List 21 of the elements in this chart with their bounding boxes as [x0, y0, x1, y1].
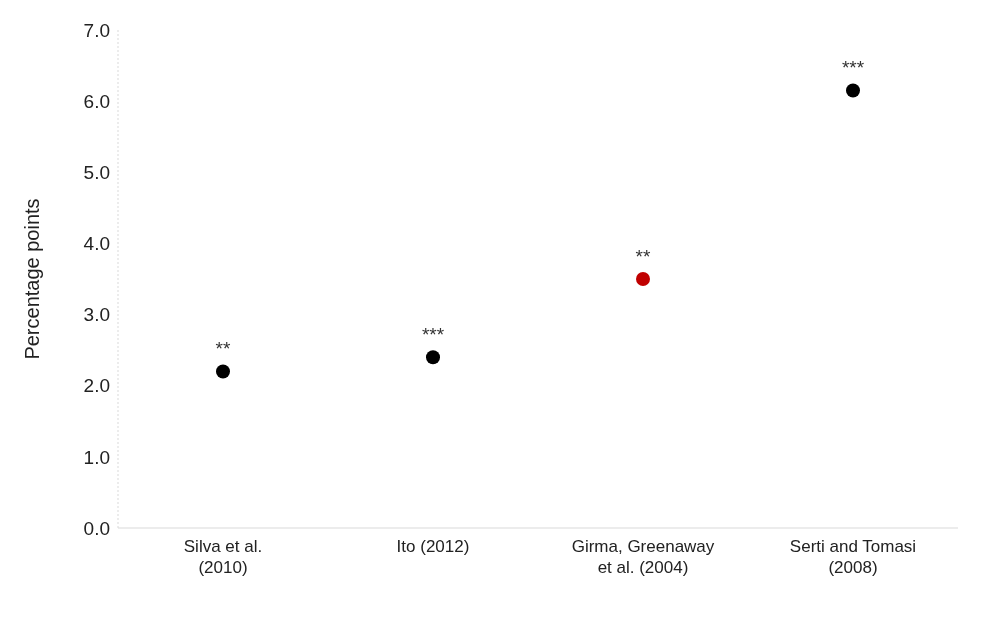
annotation: ** [635, 246, 651, 267]
point [846, 83, 860, 98]
point [426, 350, 440, 365]
y-tick-label: 3.0 [83, 304, 110, 326]
annotation: *** [841, 57, 865, 79]
y-tick-label: 6.0 [83, 90, 110, 112]
y-tick-label: 7.0 [83, 19, 110, 41]
point [216, 364, 230, 379]
y-tick-label: 1.0 [83, 446, 110, 468]
point [636, 272, 650, 286]
x-tick-label: Girma, Greenaway et al. (2004) [571, 537, 715, 577]
x-tick-label: Serti and Tomasi (2008) [789, 537, 917, 577]
annotation: ** [215, 338, 231, 360]
y-tick-label: 4.0 [83, 233, 110, 255]
y-tick-label: 5.0 [83, 162, 110, 184]
y-tick-label: 0.0 [83, 517, 110, 539]
y-axis-title: Percentage points [21, 198, 44, 360]
x-tick-label: Silva et al. (2010) [183, 537, 263, 577]
x-tick-label: Ito (2012) [396, 537, 470, 556]
annotation: *** [421, 324, 445, 346]
y-tick-label: 2.0 [83, 375, 110, 397]
